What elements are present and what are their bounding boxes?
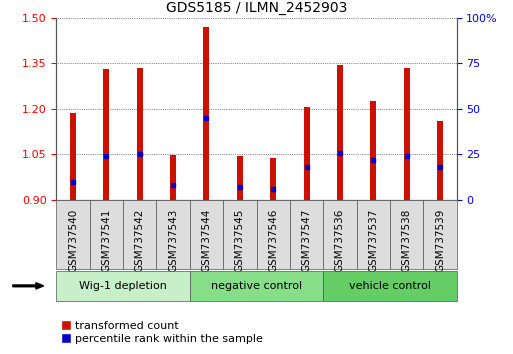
Bar (204, 27, 209, 200)
Bar (290, 200, 323, 269)
Text: GSM737537: GSM737537 (368, 208, 378, 272)
Text: GSM737540: GSM737540 (68, 208, 78, 272)
Bar (256, 200, 290, 269)
Text: Wig-1 depletion: Wig-1 depletion (79, 281, 167, 291)
Legend: transformed count, percentile rank within the sample: transformed count, percentile rank withi… (62, 321, 263, 344)
Bar (70, 113, 76, 200)
Bar (357, 200, 390, 269)
Text: GSM737543: GSM737543 (168, 208, 178, 272)
Text: vehicle control: vehicle control (349, 281, 431, 291)
Text: GSM737545: GSM737545 (235, 208, 245, 272)
Bar (423, 200, 457, 269)
Text: GSM737542: GSM737542 (135, 208, 145, 272)
Bar (137, 68, 143, 200)
Bar (156, 200, 190, 269)
Text: GSM737541: GSM737541 (102, 208, 111, 272)
Bar (56, 271, 190, 301)
Text: GSM737538: GSM737538 (402, 208, 411, 272)
Bar (123, 200, 156, 269)
Text: GSM737539: GSM737539 (435, 208, 445, 272)
Bar (337, 65, 343, 200)
Bar (390, 200, 423, 269)
Bar (170, 155, 176, 200)
Bar (90, 200, 123, 269)
Text: GSM737546: GSM737546 (268, 208, 278, 272)
Bar (437, 121, 443, 200)
Bar (237, 156, 243, 200)
Bar (270, 158, 276, 200)
Title: GDS5185 / ILMN_2452903: GDS5185 / ILMN_2452903 (166, 1, 347, 15)
Bar (323, 200, 357, 269)
Bar (190, 271, 323, 301)
Bar (56, 200, 90, 269)
Bar (304, 107, 309, 200)
Bar (370, 101, 376, 200)
Bar (323, 271, 457, 301)
Bar (404, 68, 409, 200)
Text: GSM737544: GSM737544 (202, 208, 211, 272)
Bar (190, 200, 223, 269)
Bar (104, 69, 109, 200)
Text: GSM737547: GSM737547 (302, 208, 311, 272)
Text: GSM737536: GSM737536 (335, 208, 345, 272)
Bar (223, 200, 256, 269)
Text: negative control: negative control (211, 281, 302, 291)
